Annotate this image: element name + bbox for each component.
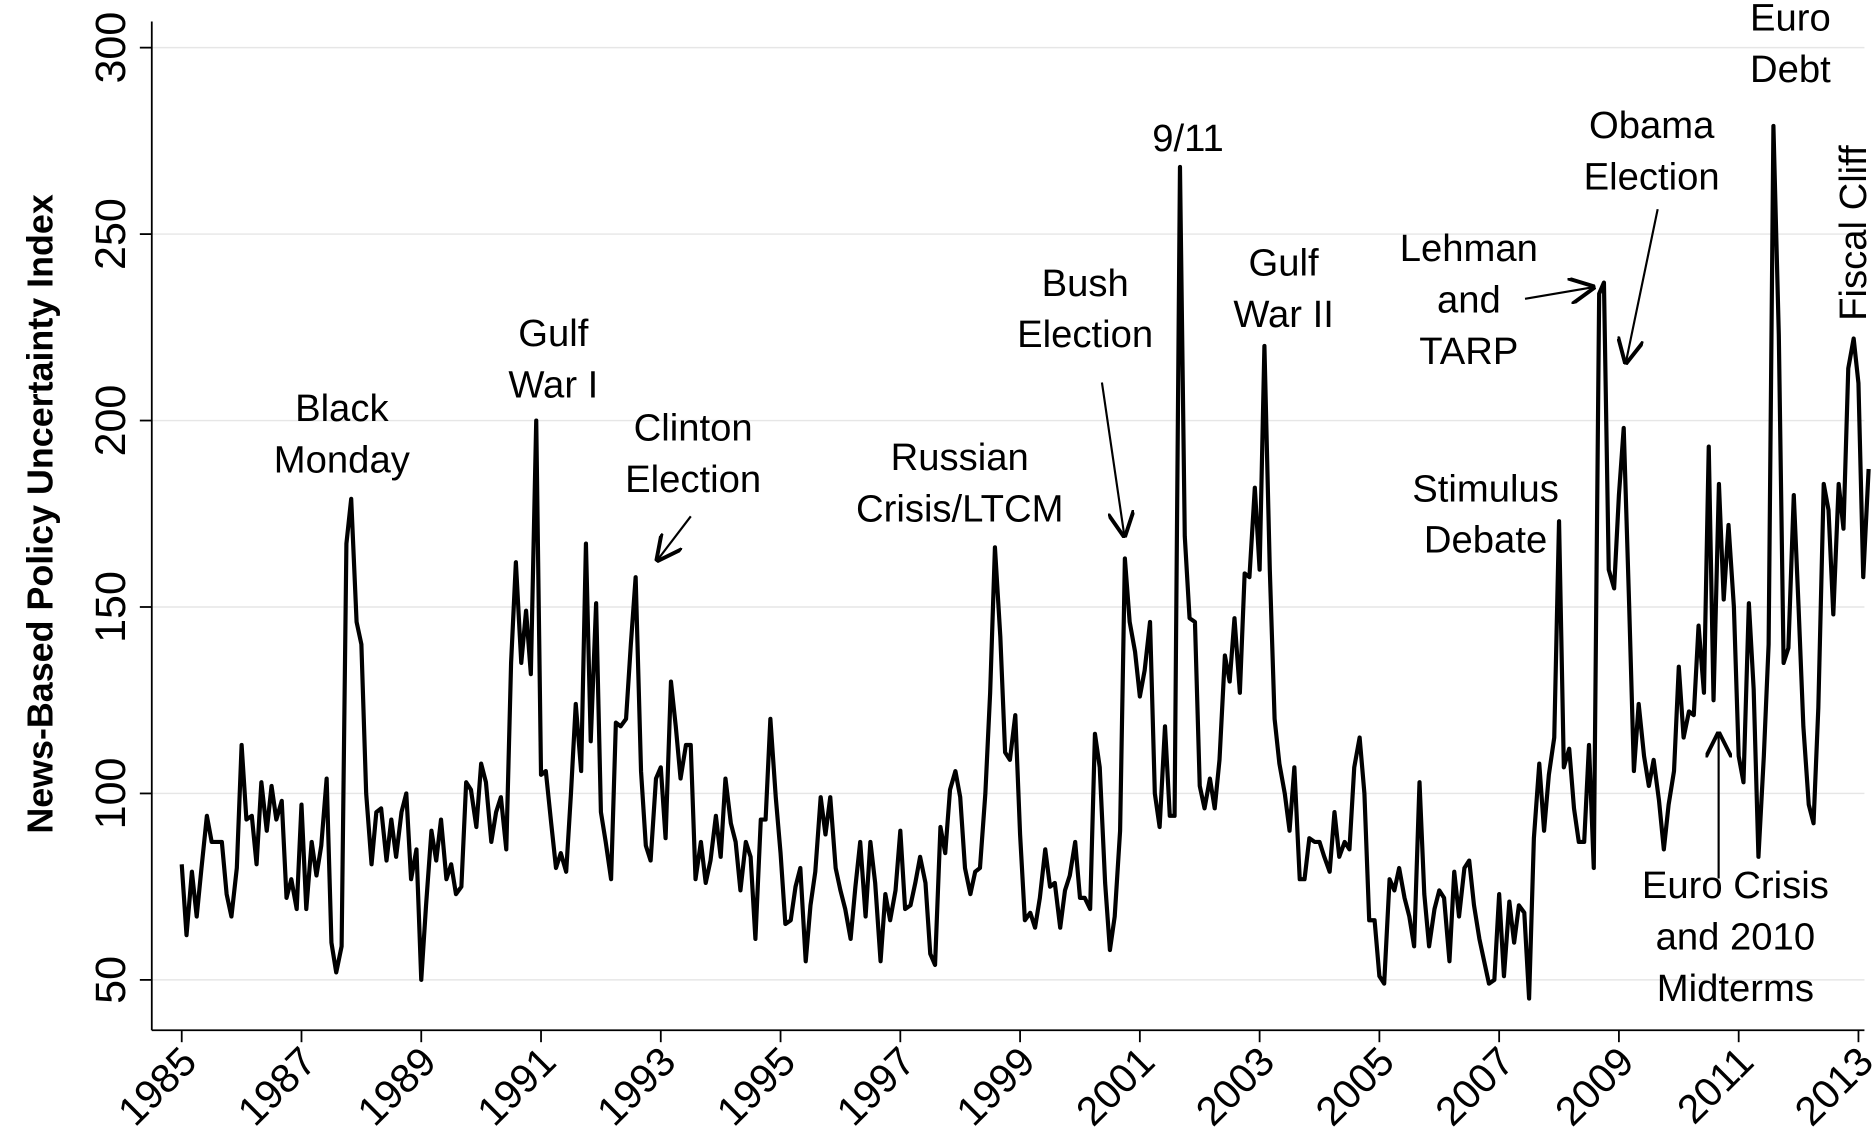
annotation: Monday [274, 439, 411, 482]
x-tick-label: 2001 [1067, 1038, 1163, 1134]
y-tick-label: 250 [87, 198, 135, 270]
x-tick-label: 1985 [109, 1038, 205, 1134]
annotation: Black [295, 387, 389, 430]
x-tick-label: 1999 [947, 1038, 1043, 1134]
annotation: Stimulus [1412, 467, 1559, 510]
annotation-arrow [656, 515, 692, 561]
annotation: Gulf [518, 312, 588, 355]
annotation-arrow [1524, 287, 1596, 299]
annotation: Midterms [1657, 967, 1814, 1010]
annotation: Election [1017, 313, 1153, 356]
x-tick-label: 1991 [468, 1038, 564, 1134]
annotation: Election [625, 458, 761, 501]
annotation: Debt [1750, 48, 1831, 91]
annotation: Clinton [634, 406, 753, 449]
x-tick-label: 2011 [1668, 1038, 1762, 1132]
annotation: Obama [1589, 104, 1715, 147]
y-tick-label: 150 [87, 571, 135, 643]
y-tick-label: 50 [87, 956, 135, 1004]
annotation-arrow [1100, 382, 1125, 537]
y-axis-label: News-Based Policy Uncertainty Index [20, 194, 60, 833]
annotation: Bush [1042, 262, 1129, 305]
annotation: and 2010 [1656, 916, 1815, 959]
x-tick-label: 2005 [1306, 1038, 1402, 1134]
annotation-arrow [1625, 208, 1659, 364]
annotation: Lehman [1400, 227, 1538, 270]
annotation: War I [508, 363, 598, 406]
x-tick-label: 1997 [827, 1038, 923, 1134]
x-tick-label: 1989 [348, 1038, 444, 1134]
x-tick-label: 2007 [1426, 1038, 1522, 1134]
x-tick-label: 2003 [1187, 1038, 1283, 1134]
y-tick-label: 100 [87, 758, 135, 830]
x-tick-label: 1995 [708, 1038, 804, 1134]
y-tick-label: 200 [87, 385, 135, 457]
x-tick-label: 2013 [1786, 1038, 1874, 1134]
annotation: War II [1233, 293, 1334, 336]
annotation: Fiscal Cliff [1832, 145, 1874, 321]
annotation: and [1437, 278, 1501, 321]
x-tick-label: 2009 [1546, 1038, 1642, 1134]
annotation: 9/11 [1152, 117, 1224, 160]
annotation: TARP [1419, 330, 1518, 373]
x-tick-label: 1987 [229, 1038, 325, 1134]
annotation: Russian [891, 436, 1029, 479]
annotation: Euro [1750, 0, 1831, 39]
annotation: Election [1584, 155, 1720, 198]
x-tick-label: 1993 [588, 1038, 684, 1134]
annotation: Debate [1424, 519, 1547, 562]
y-tick-label: 300 [87, 12, 135, 84]
annotation: Crisis/LTCM [856, 488, 1063, 531]
annotation: Gulf [1249, 241, 1319, 284]
annotation: Euro Crisis [1642, 864, 1829, 907]
series-line [179, 123, 1871, 1001]
